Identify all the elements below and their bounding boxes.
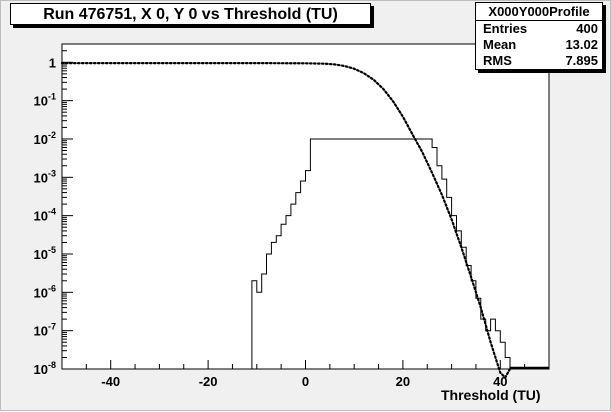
x-axis-label: Threshold (TU) [441,387,541,403]
x-tick-label: 0 [302,374,309,389]
y-tick-label: 10-8 [34,360,56,377]
x-tick-label: 20 [396,374,410,389]
stats-value: 7.895 [565,53,598,68]
y-tick-label: 10-7 [34,322,56,339]
x-tick-label: -40 [101,374,120,389]
stats-label: RMS [483,53,512,68]
series-step-line [251,138,515,370]
x-tick-label: -20 [199,374,218,389]
stats-label: Mean [483,37,517,52]
stats-label: Entries [483,21,528,36]
y-tick-label: 10-4 [34,207,56,224]
y-tick-label: 1 [49,55,56,70]
y-tick-label: 10-2 [34,130,56,147]
plot-title-box: Run 476751, X 0, Y 0 vs Threshold (TU) [10,3,371,25]
y-tick-label: 10-3 [34,168,56,185]
y-tick-label: 10-5 [34,245,56,262]
plot-area [61,43,550,370]
stats-value: 13.02 [565,37,598,52]
stats-box: X000Y000Profile Entries 400 Mean 13.02 R… [475,2,603,70]
stats-name: X000Y000Profile [476,3,602,21]
plot-title: Run 476751, X 0, Y 0 vs Threshold (TU) [43,6,338,23]
stats-row-entries: Entries 400 [476,21,602,37]
y-tick-label: 10-1 [34,92,56,109]
stats-row-rms: RMS 7.895 [476,53,602,69]
y-tick-label: 10-6 [34,283,56,300]
x-tick-label: 40 [493,374,507,389]
stats-value: 400 [576,21,598,36]
stats-row-mean: Mean 13.02 [476,37,602,53]
